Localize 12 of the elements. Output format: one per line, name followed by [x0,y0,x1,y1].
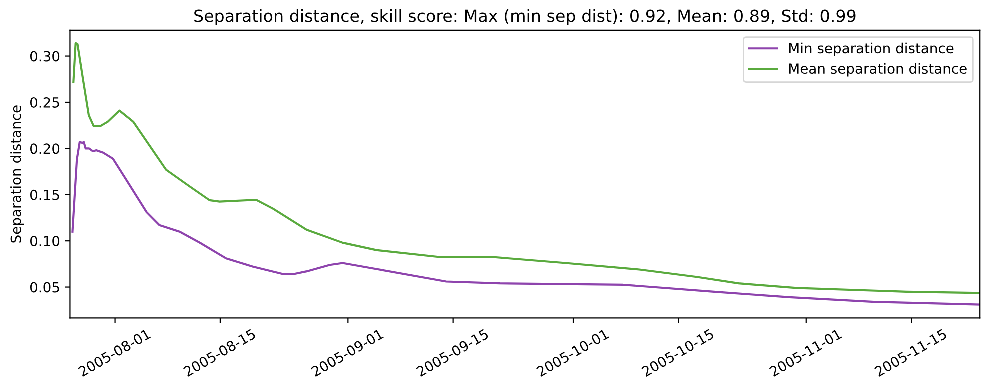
y-tick-label: 0.15 [30,190,60,200]
y-axis-title: Separation distance [10,106,24,243]
chart-title: Separation distance, skill score: Max (min sep dist): 0.92, Mean: 0.89, Std: 0.99 [194,9,856,26]
legend-label: Mean separation distance [790,63,967,77]
y-tick-label: 0.25 [30,97,60,108]
legend-label: Min separation distance [790,42,954,56]
y-tick-label: 0.05 [30,282,60,293]
line-series [72,141,980,306]
y-tick-label: 0.30 [30,51,60,62]
y-tick-label: 0.20 [30,144,60,154]
line-series [72,42,980,294]
y-tick-label: 0.10 [30,236,60,247]
